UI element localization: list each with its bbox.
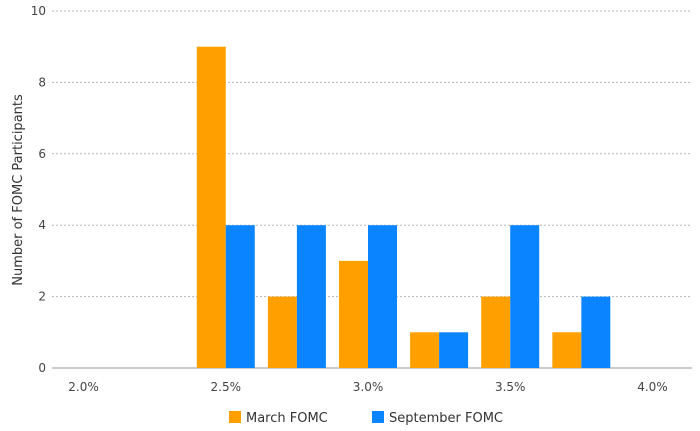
y-tick-label: 8 xyxy=(38,75,46,89)
x-tick-label: 2.5% xyxy=(211,380,242,394)
bar-march-3.5% xyxy=(481,296,511,368)
bar-september-2.75% xyxy=(296,225,326,368)
y-tick-label: 10 xyxy=(31,4,46,18)
bars xyxy=(196,46,611,368)
bar-september-3.75% xyxy=(581,296,611,368)
y-axis-title: Number of FOMC Participants xyxy=(11,94,26,286)
y-tick-label: 2 xyxy=(38,290,46,304)
legend: March FOMC September FOMC xyxy=(229,411,503,426)
bar-march-3.0% xyxy=(339,260,368,368)
bar-september-3.5% xyxy=(510,225,540,368)
legend-swatch xyxy=(229,411,241,423)
legend-swatch xyxy=(372,411,384,423)
y-tick-label: 4 xyxy=(38,218,46,232)
y-tick-label: 0 xyxy=(38,361,46,375)
bar-march-2.5% xyxy=(196,46,226,368)
y-tick-label: 6 xyxy=(38,147,46,161)
legend-label: September FOMC xyxy=(389,411,503,426)
y-axis-ticks: 0 2 4 6 8 10 xyxy=(31,4,46,375)
legend-label: March FOMC xyxy=(246,411,328,426)
x-tick-label: 2.0% xyxy=(68,380,99,394)
bar-september-3.25% xyxy=(439,332,469,368)
bar-march-2.75% xyxy=(267,296,297,368)
x-tick-label: 3.5% xyxy=(495,380,526,394)
x-tick-label: 3.0% xyxy=(353,380,384,394)
bar-september-3.0% xyxy=(368,225,397,368)
bar-march-3.25% xyxy=(410,332,440,368)
bar-march-3.75% xyxy=(552,332,582,368)
bar-september-2.5% xyxy=(225,225,255,368)
x-tick-label: 4.0% xyxy=(637,380,668,394)
x-axis-ticks: 2.0% 2.5% 3.0% 3.5% 4.0% xyxy=(68,380,667,394)
